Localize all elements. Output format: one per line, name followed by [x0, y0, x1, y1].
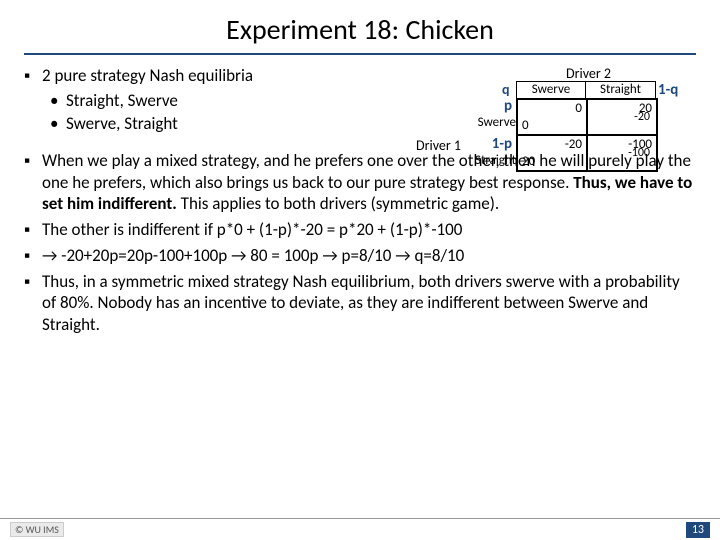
footer: © WU IMS 13	[0, 518, 720, 540]
row-swerve: Swerve	[462, 115, 516, 135]
nash-heading: 2 pure strategy Nash equilibria	[42, 65, 253, 88]
nash-sub1: Straight, Swerve	[66, 90, 178, 113]
payoff-grid: 0 0 20 -20 -20 20 -100 -100	[516, 98, 658, 172]
title-divider	[24, 53, 696, 55]
nash-sub2: Swerve, Straight	[66, 113, 178, 136]
cell-st: 20 -20	[587, 99, 657, 135]
cell-tt: -100 -100	[587, 135, 657, 171]
bullet-icon: •	[50, 113, 66, 136]
copyright: © WU IMS	[10, 522, 64, 537]
nash-block: ▪ 2 pure strategy Nash equilibria • Stra…	[24, 65, 416, 136]
slide-title: Experiment 18: Chicken	[0, 0, 720, 53]
driver1-label: Driver 1	[416, 137, 461, 154]
bullet-icon: ▪	[24, 245, 42, 267]
cell-ss: 0 0	[517, 99, 587, 135]
col-straight: Straight	[586, 81, 656, 99]
payoff-d1: -100	[628, 146, 650, 160]
bullet-icon: •	[50, 90, 66, 113]
payoff-d2: -20	[565, 137, 582, 152]
body-para-2: The other is indifferent if p*0 + (1-p)*…	[42, 219, 462, 241]
row-straight: Straight	[462, 153, 516, 173]
driver2-label: Driver 2	[566, 65, 611, 82]
body-para-4: Thus, in a symmetric mixed strategy Nash…	[42, 271, 696, 336]
body-para-3: → -20+20p=20p-100+100p → 80 = 100p → p=8…	[42, 245, 464, 267]
prob-1-q: 1-q	[656, 81, 682, 99]
page-number: 13	[686, 522, 710, 538]
cell-ts: -20 20	[517, 135, 587, 171]
bullet-icon: ▪	[24, 65, 42, 88]
payoff-d2: 0	[575, 101, 582, 116]
col-swerve: Swerve	[516, 81, 586, 99]
prob-1-p: 1-p	[462, 135, 516, 153]
top-section: ▪ 2 pure strategy Nash equilibria • Stra…	[0, 65, 720, 136]
payoff-d1: 20	[522, 154, 535, 169]
bullet-icon: ▪	[24, 219, 42, 241]
bullet-icon: ▪	[24, 271, 42, 336]
prob-p: p	[462, 97, 516, 115]
payoff-d1: 0	[522, 118, 529, 133]
bullet-icon: ▪	[24, 150, 42, 215]
payoff-d1: -20	[634, 110, 650, 124]
